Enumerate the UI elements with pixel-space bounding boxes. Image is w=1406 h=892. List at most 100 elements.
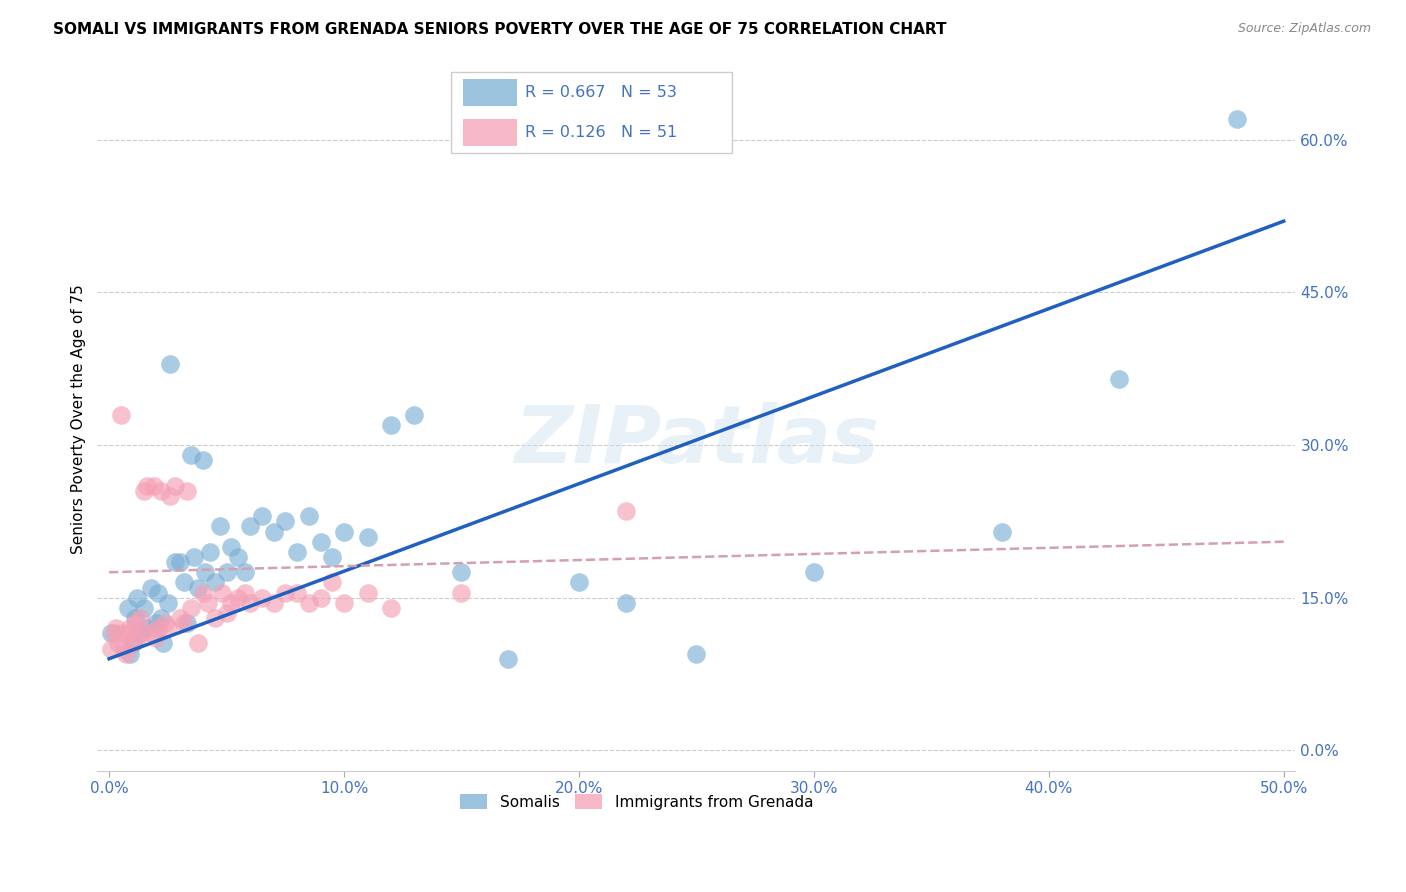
Point <box>239 519 262 533</box>
Point <box>120 647 142 661</box>
Point <box>226 591 249 605</box>
Point <box>263 596 285 610</box>
Point <box>215 606 238 620</box>
Point <box>103 626 125 640</box>
Point <box>117 600 139 615</box>
Point <box>204 611 226 625</box>
Point <box>235 585 257 599</box>
Text: R = 0.126   N = 51: R = 0.126 N = 51 <box>524 125 678 140</box>
Point <box>191 585 214 599</box>
Point <box>263 524 285 539</box>
Point <box>187 581 209 595</box>
Point <box>124 616 146 631</box>
Point <box>568 575 591 590</box>
Point <box>134 483 156 498</box>
Point <box>127 591 149 605</box>
Point <box>110 626 132 640</box>
Point <box>163 555 186 569</box>
Point <box>176 616 198 631</box>
Point <box>124 611 146 625</box>
Point <box>110 408 132 422</box>
Point <box>142 479 165 493</box>
Point <box>450 566 472 580</box>
Y-axis label: Seniors Poverty Over the Age of 75: Seniors Poverty Over the Age of 75 <box>72 285 86 555</box>
Point <box>169 555 191 569</box>
Point <box>685 647 707 661</box>
Point <box>141 626 163 640</box>
Point <box>356 585 378 599</box>
Point <box>117 626 139 640</box>
Point <box>176 483 198 498</box>
Point <box>1226 112 1249 127</box>
Point <box>156 621 179 635</box>
Point <box>208 519 231 533</box>
Legend: Somalis, Immigrants from Grenada: Somalis, Immigrants from Grenada <box>454 788 820 815</box>
Point <box>333 524 356 539</box>
Point <box>614 504 637 518</box>
Point <box>135 621 157 635</box>
Point <box>1108 372 1130 386</box>
Point <box>250 509 273 524</box>
Point <box>450 585 472 599</box>
Point <box>145 632 167 646</box>
Point <box>148 621 170 635</box>
Point <box>145 616 167 631</box>
Point <box>127 632 149 646</box>
Point <box>105 621 128 635</box>
Point <box>173 575 195 590</box>
Point <box>274 514 297 528</box>
Point <box>112 641 135 656</box>
Point <box>333 596 356 610</box>
Point <box>128 626 150 640</box>
Point <box>215 566 238 580</box>
Point <box>235 566 257 580</box>
FancyBboxPatch shape <box>463 120 516 146</box>
Point <box>226 549 249 564</box>
Point <box>380 600 402 615</box>
Point <box>498 652 520 666</box>
Text: R = 0.667   N = 53: R = 0.667 N = 53 <box>524 85 676 100</box>
Point <box>149 611 172 625</box>
Point <box>250 591 273 605</box>
Point <box>803 566 825 580</box>
Point <box>191 453 214 467</box>
Point <box>120 621 142 635</box>
Point <box>173 616 195 631</box>
Point <box>187 636 209 650</box>
Point <box>148 585 170 599</box>
Point <box>156 596 179 610</box>
Point <box>100 641 122 656</box>
Point <box>614 596 637 610</box>
Point <box>404 408 426 422</box>
Point <box>285 545 308 559</box>
Point <box>309 534 332 549</box>
Point <box>149 483 172 498</box>
Point <box>128 611 150 625</box>
Text: Source: ZipAtlas.com: Source: ZipAtlas.com <box>1237 22 1371 36</box>
Point <box>204 575 226 590</box>
Point <box>356 530 378 544</box>
Point <box>285 585 308 599</box>
Point <box>211 585 233 599</box>
Point <box>219 540 242 554</box>
Point <box>194 566 217 580</box>
Point <box>169 611 191 625</box>
Point <box>141 581 163 595</box>
Point <box>991 524 1014 539</box>
Point <box>121 636 143 650</box>
Point <box>198 545 221 559</box>
Point <box>155 616 177 631</box>
Point <box>219 596 242 610</box>
Text: ZIPatlas: ZIPatlas <box>515 401 879 480</box>
Point <box>159 357 181 371</box>
Point <box>298 596 321 610</box>
Point <box>239 596 262 610</box>
Point <box>321 575 343 590</box>
Point <box>107 636 129 650</box>
Point <box>134 600 156 615</box>
Point <box>131 626 153 640</box>
Point <box>114 647 136 661</box>
Point <box>309 591 332 605</box>
Point <box>159 489 181 503</box>
Point <box>321 549 343 564</box>
